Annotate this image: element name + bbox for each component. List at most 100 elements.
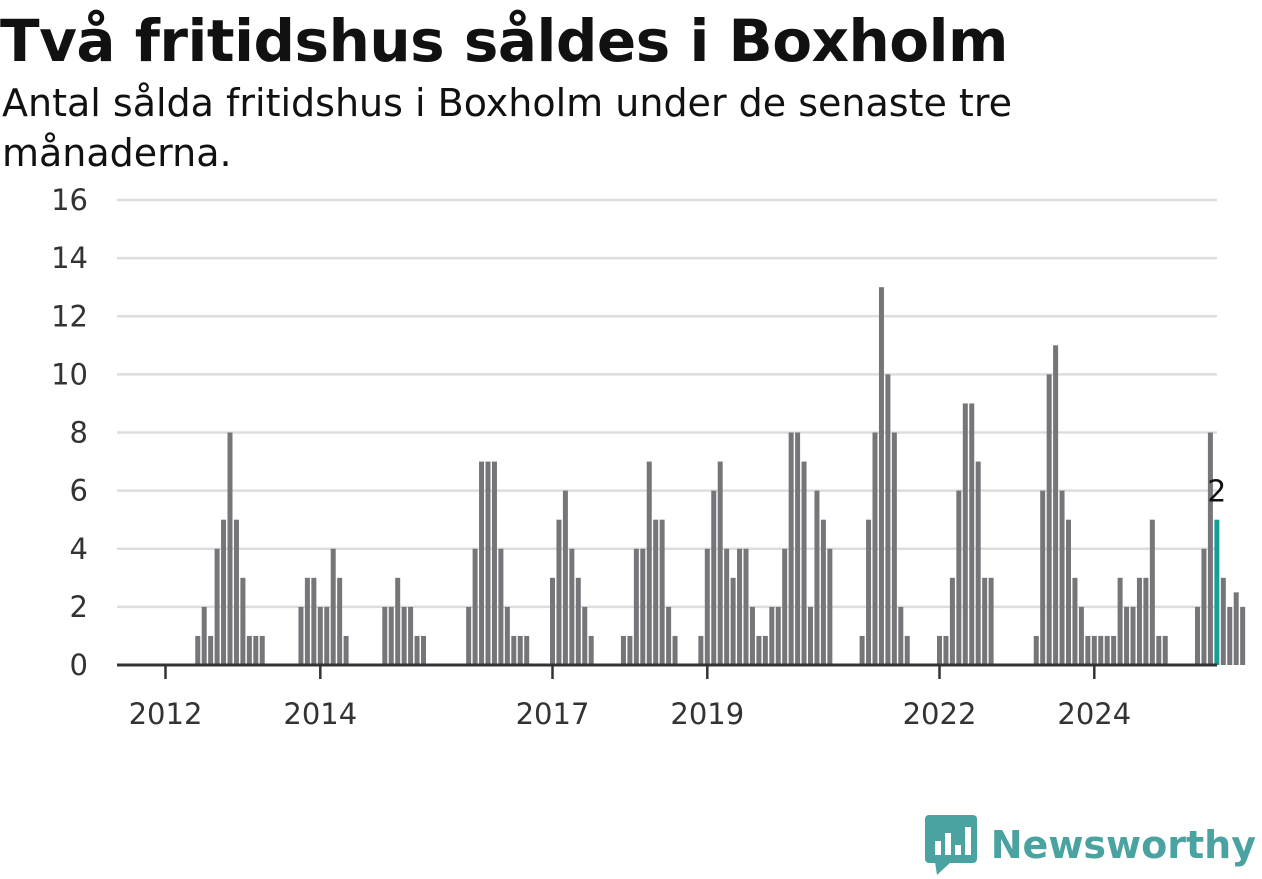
bar xyxy=(891,432,897,665)
bar xyxy=(311,577,317,665)
bar xyxy=(221,519,227,665)
bar xyxy=(240,577,246,665)
bar xyxy=(724,548,730,665)
x-tick-label: 2024 xyxy=(1057,697,1131,731)
gridlines xyxy=(117,198,1217,609)
bar xyxy=(814,490,820,666)
x-tick-label: 2017 xyxy=(516,697,590,731)
chart-subtitle: Antal sålda fritidshus i Boxholm under d… xyxy=(2,81,1012,175)
brand-logo: Newsworthy xyxy=(924,815,1256,875)
bar xyxy=(382,606,388,666)
bar xyxy=(304,577,310,665)
bar xyxy=(937,635,942,665)
bar xyxy=(878,287,884,665)
bar xyxy=(227,432,233,665)
bar xyxy=(1072,577,1078,665)
bar xyxy=(717,461,723,665)
brand-name: Newsworthy xyxy=(990,823,1256,867)
bar xyxy=(246,635,252,665)
y-tick-label: 10 xyxy=(51,357,88,391)
bar xyxy=(1046,374,1052,666)
y-tick-label: 16 xyxy=(51,183,88,217)
bar xyxy=(1040,490,1046,666)
y-tick-label: 4 xyxy=(70,532,88,566)
bar xyxy=(259,635,265,665)
bar xyxy=(324,606,330,666)
bar xyxy=(962,403,968,665)
x-tick-label: 2022 xyxy=(903,697,977,731)
bar xyxy=(820,519,826,665)
bar xyxy=(582,606,588,666)
bar xyxy=(1136,577,1142,665)
bar xyxy=(1033,635,1039,665)
bar xyxy=(866,519,872,665)
bar xyxy=(517,635,523,665)
bar xyxy=(233,519,239,665)
bar xyxy=(575,577,581,665)
bar xyxy=(498,548,504,665)
bar xyxy=(769,606,775,666)
bar xyxy=(1162,635,1168,665)
bar xyxy=(395,577,401,665)
bar xyxy=(711,490,717,666)
bar xyxy=(201,606,207,666)
y-tick-label: 12 xyxy=(51,299,88,333)
bar xyxy=(756,635,762,665)
bar xyxy=(466,606,472,666)
bar xyxy=(627,635,633,665)
y-tick-label: 2 xyxy=(70,590,88,624)
bar xyxy=(743,548,749,665)
bar xyxy=(898,606,904,666)
bar xyxy=(788,432,794,665)
bar xyxy=(337,577,343,665)
bar xyxy=(872,432,878,665)
bar xyxy=(485,461,491,665)
bar xyxy=(640,548,646,665)
bar xyxy=(479,461,485,665)
bar xyxy=(653,519,659,665)
bar xyxy=(988,577,994,665)
bar xyxy=(956,490,962,666)
bar xyxy=(827,548,833,665)
y-tick-label: 14 xyxy=(51,241,88,275)
bar xyxy=(1066,519,1071,665)
bar xyxy=(343,635,349,665)
bar xyxy=(885,374,891,666)
bar xyxy=(698,635,704,665)
bar xyxy=(588,635,594,665)
bar xyxy=(421,635,426,665)
bar xyxy=(472,548,478,665)
bar xyxy=(775,606,781,666)
y-axis-ticks: 0 2 4 6 8 10 12 14 16 xyxy=(51,183,88,682)
bar xyxy=(982,577,988,665)
bar xyxy=(730,577,736,665)
bar xyxy=(504,606,510,666)
bar xyxy=(408,606,414,666)
bars xyxy=(195,287,1246,666)
bar xyxy=(1220,577,1226,665)
bar xyxy=(969,403,975,665)
bar xyxy=(491,461,497,665)
bar xyxy=(401,606,407,666)
bar-highlight xyxy=(1214,519,1220,665)
bar xyxy=(1091,635,1097,665)
y-tick-label: 8 xyxy=(70,416,88,450)
bar xyxy=(762,635,768,665)
bar xyxy=(949,577,955,665)
y-tick-label: 0 xyxy=(70,648,88,682)
bar xyxy=(737,548,743,665)
bar xyxy=(214,548,220,665)
bar xyxy=(904,635,910,665)
bar xyxy=(298,606,304,666)
x-tick-label: 2012 xyxy=(129,697,203,731)
bar xyxy=(330,548,336,665)
bar xyxy=(620,635,626,665)
bar xyxy=(195,635,201,665)
bar xyxy=(1117,577,1123,665)
bar xyxy=(782,548,788,665)
x-tick-label: 2019 xyxy=(670,697,744,731)
bar xyxy=(633,548,639,665)
bar xyxy=(1143,577,1149,665)
bar xyxy=(1207,432,1213,665)
